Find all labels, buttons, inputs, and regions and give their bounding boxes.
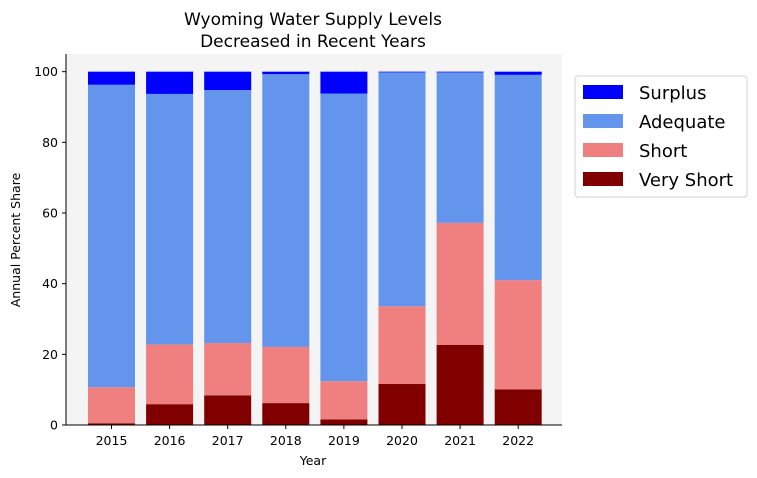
- bar-short-2016: [146, 344, 194, 405]
- bar-surplus-2019: [320, 71, 368, 94]
- axes-group: 2015 2016 2017 2018 2019 2020 2021 2022 0 20 40 60 8…: [34, 54, 562, 448]
- legend-swatch-short: [583, 143, 623, 157]
- legend-frame: [574, 75, 748, 198]
- bar-very-short-2020: [378, 384, 426, 425]
- x-tick-label: 2019: [328, 433, 360, 448]
- bar-short-2019: [320, 381, 368, 420]
- bar-adequate-2019: [320, 93, 368, 382]
- legend-label-adequate: Adequate: [639, 112, 726, 133]
- legend-label-very-short: Very Short: [639, 170, 733, 191]
- bar-very-short-2017: [204, 395, 252, 425]
- legend-label-surplus: Surplus: [639, 83, 706, 104]
- y-tick-label: 20: [42, 347, 58, 362]
- y-axis-label: Annual Percent Share: [8, 172, 23, 307]
- bar-adequate-2021: [436, 72, 484, 223]
- bar-very-short-2022: [494, 389, 542, 425]
- bar-very-short-2015: [88, 423, 135, 425]
- bar-surplus-2020: [378, 71, 426, 73]
- x-axis-label: Year: [299, 453, 327, 468]
- x-tick-label: 2021: [444, 433, 476, 448]
- legend-swatch-adequate: [583, 114, 623, 128]
- x-tick-label: 2015: [96, 433, 128, 448]
- legend-swatch-very-short: [583, 172, 623, 186]
- plot-background: [66, 54, 562, 425]
- bar-adequate-2016: [146, 93, 194, 345]
- bar-short-2020: [378, 306, 426, 385]
- bar-short-2018: [262, 346, 310, 404]
- bar-short-2015: [88, 387, 135, 424]
- legend: Surplus Adequate Short Very Short: [574, 75, 748, 198]
- bar-very-short-2016: [146, 404, 194, 425]
- chart-title-line-2: Decreased in Recent Years: [200, 32, 426, 52]
- chart-title-line-1: Wyoming Water Supply Levels: [184, 10, 442, 30]
- bar-short-2021: [436, 222, 484, 345]
- bar-very-short-2021: [436, 344, 484, 425]
- bar-surplus-2015: [88, 71, 135, 85]
- bar-surplus-2016: [146, 71, 194, 94]
- bar-surplus-2018: [262, 71, 310, 75]
- bar-very-short-2019: [320, 419, 368, 425]
- bar-surplus-2022: [494, 71, 542, 75]
- bar-adequate-2022: [494, 74, 542, 281]
- y-tick-label: 0: [50, 418, 58, 433]
- y-tick-label: 40: [42, 276, 58, 291]
- x-tick-label: 2018: [270, 433, 302, 448]
- x-tick-label: 2017: [212, 433, 244, 448]
- legend-label-short: Short: [639, 141, 687, 162]
- x-tick-label: 2022: [502, 433, 534, 448]
- bar-adequate-2020: [378, 72, 426, 307]
- y-tick-label: 60: [42, 206, 58, 221]
- bar-adequate-2015: [88, 84, 135, 388]
- bar-very-short-2018: [262, 403, 310, 425]
- bar-short-2022: [494, 280, 542, 390]
- y-tick-label: 100: [34, 64, 58, 79]
- bar-surplus-2021: [436, 71, 484, 73]
- x-tick-label: 2016: [154, 433, 186, 448]
- bar-adequate-2018: [262, 74, 310, 347]
- y-tick-label: 80: [42, 135, 58, 150]
- x-tick-label: 2020: [386, 433, 418, 448]
- legend-swatch-surplus: [583, 85, 623, 99]
- bar-adequate-2017: [204, 90, 252, 344]
- bar-short-2017: [204, 343, 252, 396]
- bar-surplus-2017: [204, 71, 252, 91]
- bars-group: [88, 71, 542, 425]
